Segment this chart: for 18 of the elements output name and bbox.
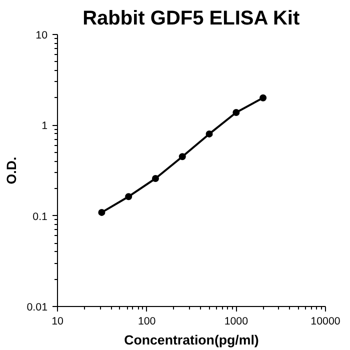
y-axis-title: O.D. bbox=[4, 156, 19, 184]
y-tick-label: 0.1 bbox=[32, 210, 48, 223]
point bbox=[232, 108, 240, 116]
y-tick-label: 0.01 bbox=[26, 302, 48, 314]
point bbox=[178, 153, 186, 160]
y-tick-label: 1 bbox=[42, 120, 48, 132]
point bbox=[260, 94, 267, 102]
x-tick-label: 100 bbox=[138, 316, 156, 328]
y-tick-label: 10 bbox=[36, 30, 48, 42]
x-tick-label: 10000 bbox=[310, 316, 340, 328]
x-axis-title: Concentration(pg/ml) bbox=[124, 332, 259, 348]
x-tick-label: 1000 bbox=[224, 316, 248, 328]
chart-title: Rabbit GDF5 ELISA Kit bbox=[82, 8, 300, 30]
point bbox=[206, 130, 213, 138]
point bbox=[98, 208, 106, 216]
point bbox=[125, 193, 132, 200]
point bbox=[152, 175, 159, 182]
x-tick-label: 10 bbox=[52, 316, 64, 328]
